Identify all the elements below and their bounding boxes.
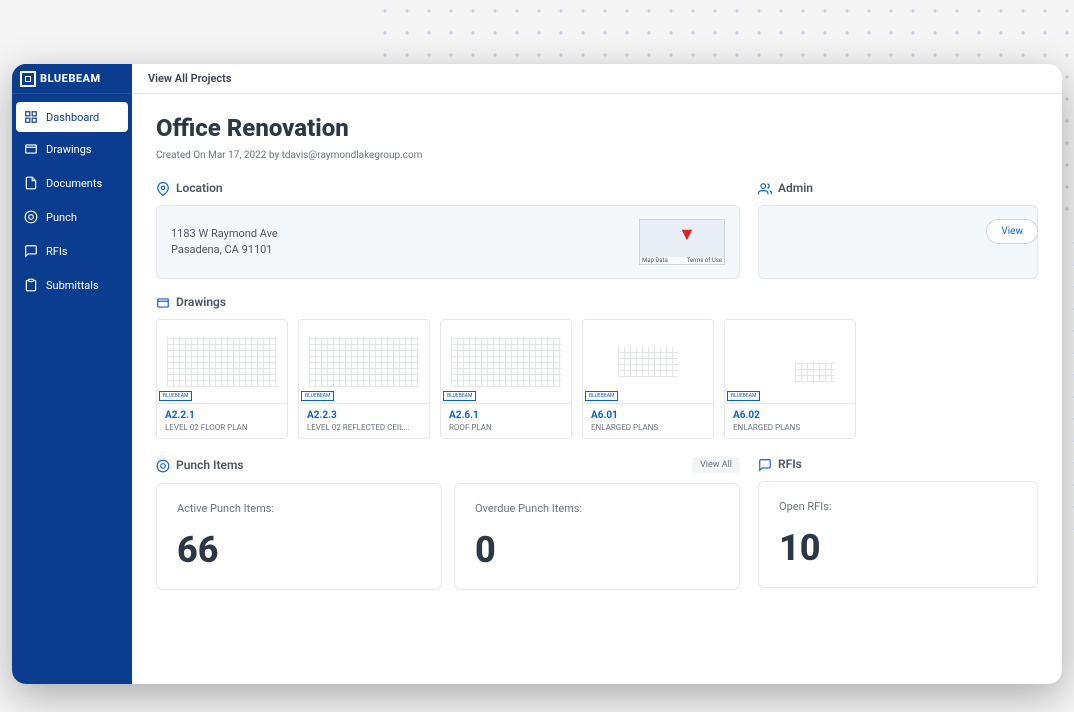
stat-card-open-rfis: Open RFIs: 10 — [758, 481, 1038, 588]
breadcrumb[interactable]: View All Projects — [148, 72, 231, 85]
drawing-card[interactable]: BLUEBEAM A2.2.1 LEVEL 02 FLOOR PLAN — [156, 319, 288, 439]
stat-label: Overdue Punch Items: — [475, 502, 719, 515]
location-admin-row: Location 1183 W Raymond Ave Pasadena, CA… — [156, 181, 1038, 279]
drawing-name: LEVEL 02 FLOOR PLAN — [165, 423, 279, 432]
admin-icon — [758, 181, 772, 195]
section-title: Drawings — [176, 295, 226, 309]
drawing-card[interactable]: BLUEBEAM A6.01 ENLARGED PLANS — [582, 319, 714, 439]
section-title: RFIs — [778, 457, 802, 471]
map-attribution: Map Data — [642, 257, 668, 264]
drawing-id: A6.02 — [733, 410, 847, 421]
drawing-thumbnail: BLUEBEAM — [157, 320, 287, 404]
sidebar-item-label: Submittals — [46, 279, 99, 292]
drawing-card[interactable]: BLUEBEAM A2.2.3 LEVEL 02 REFLECTED CEIL.… — [298, 319, 430, 439]
stat-value: 10 — [779, 527, 1017, 569]
sidebar-item-documents[interactable]: Documents — [12, 166, 132, 200]
punch-section-icon — [156, 458, 170, 472]
sidebar-item-label: Punch — [46, 211, 77, 224]
drawing-thumbnail: BLUEBEAM — [441, 320, 571, 404]
dashboard-icon — [24, 110, 38, 124]
sidebar-item-label: Drawings — [46, 143, 92, 156]
rfis-icon — [24, 244, 38, 258]
section-title: Punch Items — [176, 458, 244, 472]
sidebar-item-drawings[interactable]: Drawings — [12, 132, 132, 166]
logo-mark-icon — [20, 71, 36, 87]
sidebar: BLUEBEAM Dashboard Drawings Documents Pu… — [12, 64, 132, 684]
drawing-card[interactable]: BLUEBEAM A6.02 ENLARGED PLANS — [724, 319, 856, 439]
documents-icon — [24, 176, 38, 190]
drawing-id: A6.01 — [591, 410, 705, 421]
location-section: Location 1183 W Raymond Ave Pasadena, CA… — [156, 181, 740, 279]
drawing-name: ENLARGED PLANS — [591, 423, 705, 432]
app-window: BLUEBEAM Dashboard Drawings Documents Pu… — [12, 64, 1062, 684]
drawings-grid: BLUEBEAM A2.2.1 LEVEL 02 FLOOR PLAN BLUE… — [156, 319, 1038, 439]
section-title: Admin — [778, 181, 813, 195]
brand-logo[interactable]: BLUEBEAM — [12, 64, 132, 94]
drawing-id: A2.2.3 — [307, 410, 421, 421]
drawing-thumbnail: BLUEBEAM — [299, 320, 429, 404]
stat-value: 66 — [177, 529, 421, 571]
address-line-2: Pasadena, CA 91101 — [171, 242, 278, 259]
sidebar-item-rfis[interactable]: RFIs — [12, 234, 132, 268]
sidebar-item-dashboard[interactable]: Dashboard — [16, 102, 128, 132]
stats-row: Punch Items View All Active Punch Items:… — [156, 457, 1038, 590]
page-meta: Created On Mar 17, 2022 by tdavis@raymon… — [156, 150, 1038, 161]
drawing-name: LEVEL 02 REFLECTED CEIL... — [307, 423, 421, 432]
page-title: Office Renovation — [156, 114, 1038, 142]
sidebar-item-label: Dashboard — [46, 111, 99, 124]
address-line-1: 1183 W Raymond Ave — [171, 226, 278, 243]
punch-icon — [24, 210, 38, 224]
rfis-section: RFIs Open RFIs: 10 — [758, 457, 1038, 590]
admin-section: Admin View — [758, 181, 1038, 279]
view-admin-button[interactable]: View — [986, 219, 1038, 244]
sidebar-item-label: Documents — [46, 177, 102, 190]
sidebar-item-submittals[interactable]: Submittals — [12, 268, 132, 302]
location-card: 1183 W Raymond Ave Pasadena, CA 91101 ▼ … — [156, 205, 740, 279]
sidebar-item-label: RFIs — [46, 245, 68, 258]
stat-value: 0 — [475, 529, 719, 571]
map-pin-icon: ▼ — [678, 224, 696, 245]
view-all-punch-link[interactable]: View All — [692, 457, 740, 473]
drawing-id: A2.2.1 — [165, 410, 279, 421]
section-title: Location — [176, 181, 223, 195]
drawings-icon — [24, 142, 38, 156]
sidebar-nav: Dashboard Drawings Documents Punch RFIs … — [12, 94, 132, 302]
submittals-icon — [24, 278, 38, 292]
brand-name: BLUEBEAM — [40, 72, 101, 85]
map-terms: Terms of Use — [686, 257, 722, 264]
stat-label: Active Punch Items: — [177, 502, 421, 515]
map-thumbnail[interactable]: ▼ Map Data Terms of Use — [639, 219, 725, 265]
punch-section: Punch Items View All Active Punch Items:… — [156, 457, 740, 590]
drawings-section-icon — [156, 295, 170, 309]
drawings-section: Drawings BLUEBEAM A2.2.1 LEVEL 02 FLOOR … — [156, 295, 1038, 439]
drawing-thumbnail: BLUEBEAM — [725, 320, 855, 404]
stat-label: Open RFIs: — [779, 500, 1017, 513]
drawing-thumbnail: BLUEBEAM — [583, 320, 713, 404]
content: Office Renovation Created On Mar 17, 202… — [132, 94, 1062, 684]
drawing-card[interactable]: BLUEBEAM A2.6.1 ROOF PLAN — [440, 319, 572, 439]
drawing-name: ROOF PLAN — [449, 423, 563, 432]
stat-card-active-punch: Active Punch Items: 66 — [156, 483, 442, 590]
rfis-section-icon — [758, 457, 772, 471]
main-area: View All Projects Office Renovation Crea… — [132, 64, 1062, 684]
topbar: View All Projects — [132, 64, 1062, 94]
drawing-id: A2.6.1 — [449, 410, 563, 421]
stat-card-overdue-punch: Overdue Punch Items: 0 — [454, 483, 740, 590]
sidebar-item-punch[interactable]: Punch — [12, 200, 132, 234]
location-icon — [156, 181, 170, 195]
drawing-name: ENLARGED PLANS — [733, 423, 847, 432]
